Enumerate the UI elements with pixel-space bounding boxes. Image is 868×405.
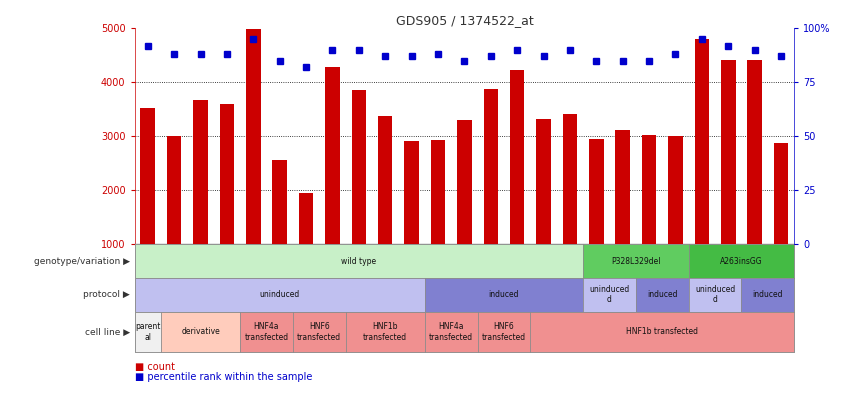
Bar xyxy=(477,311,530,352)
Text: A263insGG: A263insGG xyxy=(720,257,763,266)
Bar xyxy=(583,244,688,278)
Bar xyxy=(589,139,603,244)
Text: uninduced: uninduced xyxy=(260,290,299,299)
Bar xyxy=(562,114,577,244)
Text: ■ count: ■ count xyxy=(135,362,174,371)
Bar xyxy=(773,143,788,244)
Text: HNF1b
transfected: HNF1b transfected xyxy=(363,322,407,342)
Text: uninduced
d: uninduced d xyxy=(589,285,629,305)
Bar xyxy=(135,278,424,311)
Bar xyxy=(167,136,181,244)
Bar xyxy=(688,244,794,278)
Bar xyxy=(299,192,313,244)
Text: HNF4a
transfected: HNF4a transfected xyxy=(429,322,473,342)
Bar xyxy=(536,119,551,244)
Bar xyxy=(345,311,424,352)
Bar xyxy=(530,311,794,352)
Bar xyxy=(688,278,741,311)
Bar xyxy=(161,311,240,352)
Bar xyxy=(424,278,583,311)
Text: genotype/variation ▶: genotype/variation ▶ xyxy=(34,257,130,266)
Bar xyxy=(293,311,345,352)
Bar xyxy=(220,104,234,244)
Bar xyxy=(431,140,445,244)
Bar xyxy=(615,130,630,244)
Bar xyxy=(135,311,161,352)
Text: induced: induced xyxy=(647,290,678,299)
Bar xyxy=(721,60,735,244)
Bar xyxy=(747,60,762,244)
Bar xyxy=(636,278,688,311)
Bar xyxy=(510,70,524,244)
Text: HNF1b transfected: HNF1b transfected xyxy=(627,328,698,337)
Text: parent
al: parent al xyxy=(135,322,161,342)
Text: uninduced
d: uninduced d xyxy=(695,285,735,305)
Bar xyxy=(141,108,155,244)
Title: GDS905 / 1374522_at: GDS905 / 1374522_at xyxy=(396,14,533,27)
Text: derivative: derivative xyxy=(181,328,220,337)
Bar xyxy=(246,30,260,244)
Text: wild type: wild type xyxy=(341,257,377,266)
Bar xyxy=(240,311,293,352)
Text: protocol ▶: protocol ▶ xyxy=(83,290,130,299)
Bar xyxy=(583,278,636,311)
Text: P328L329del: P328L329del xyxy=(611,257,661,266)
Bar xyxy=(404,141,419,244)
Bar xyxy=(457,120,471,244)
Text: induced: induced xyxy=(489,290,519,299)
Text: HNF4a
transfected: HNF4a transfected xyxy=(245,322,288,342)
Bar xyxy=(741,278,794,311)
Bar xyxy=(273,160,287,244)
Text: ■ percentile rank within the sample: ■ percentile rank within the sample xyxy=(135,372,312,382)
Bar xyxy=(352,90,366,244)
Bar xyxy=(135,244,583,278)
Text: HNF6
transfected: HNF6 transfected xyxy=(297,322,341,342)
Bar xyxy=(668,136,683,244)
Bar xyxy=(483,89,498,244)
Text: cell line ▶: cell line ▶ xyxy=(85,328,130,337)
Bar xyxy=(641,135,656,244)
Text: HNF6
transfected: HNF6 transfected xyxy=(482,322,526,342)
Text: induced: induced xyxy=(753,290,783,299)
Bar xyxy=(424,311,477,352)
Bar xyxy=(378,116,392,244)
Bar xyxy=(694,39,709,244)
Bar xyxy=(326,67,339,244)
Bar xyxy=(194,100,207,244)
